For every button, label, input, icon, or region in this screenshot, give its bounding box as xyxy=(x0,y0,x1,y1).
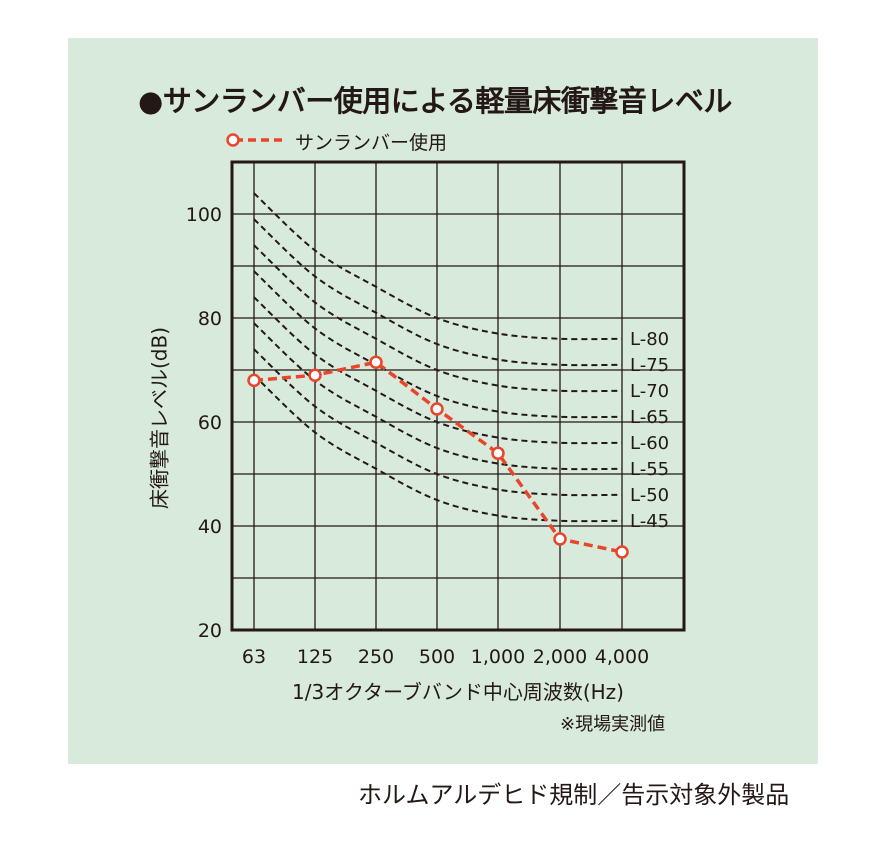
reference-curve-label: L-65 xyxy=(630,407,669,428)
reference-curve-label: L-45 xyxy=(630,511,669,532)
series-point xyxy=(247,373,261,388)
reference-curve-l-60 xyxy=(253,296,623,445)
reference-curve-label: L-60 xyxy=(630,433,669,454)
chart-title: ●サンランバー使用による軽量床衝撃音レベル xyxy=(138,84,732,118)
reference-curve-l-80 xyxy=(253,192,623,341)
series-point xyxy=(553,532,567,546)
legend-label: サンランバー使用 xyxy=(295,132,448,154)
legend-marker xyxy=(226,133,240,147)
reference-curve-l-65 xyxy=(253,270,623,419)
series-point xyxy=(615,545,629,559)
chart-panel xyxy=(68,38,818,764)
y-tick-label: 80 xyxy=(198,308,222,330)
x-axis-title: 1/3オクターブバンド中心周波数(Hz) xyxy=(292,680,624,704)
series-point xyxy=(491,446,505,460)
reference-curve-l-45 xyxy=(253,374,623,523)
reference-curve-label: L-50 xyxy=(630,485,669,506)
y-tick-label: 60 xyxy=(198,412,222,434)
x-tick-label: 500 xyxy=(419,646,455,668)
x-tick-label: 1,000 xyxy=(471,646,525,668)
x-tick-label: 2,000 xyxy=(533,646,587,668)
series-point xyxy=(430,402,444,416)
reference-curve-label: L-55 xyxy=(630,459,669,480)
y-tick-label: 20 xyxy=(198,620,222,642)
x-tick-label: 63 xyxy=(242,646,266,668)
measurement-note: ※現場実測値 xyxy=(560,714,666,735)
reference-curve-l-75 xyxy=(253,218,623,367)
reference-curve-l-50 xyxy=(253,348,623,497)
reference-curve-label: L-70 xyxy=(630,381,669,402)
plot-frame xyxy=(230,160,686,632)
reference-curve-l-70 xyxy=(253,244,623,393)
reference-curve-label: L-80 xyxy=(630,329,669,350)
series-point xyxy=(369,355,383,369)
reference-curve-label: L-75 xyxy=(630,355,669,376)
footer-text: ホルムアルデヒド規制／告示対象外製品 xyxy=(358,781,790,809)
x-tick-label: 4,000 xyxy=(595,646,649,668)
x-tick-label: 125 xyxy=(297,646,333,668)
series-point xyxy=(308,368,322,382)
y-tick-label: 100 xyxy=(186,204,222,226)
x-tick-label: 250 xyxy=(358,646,394,668)
y-tick-label: 40 xyxy=(198,516,222,538)
